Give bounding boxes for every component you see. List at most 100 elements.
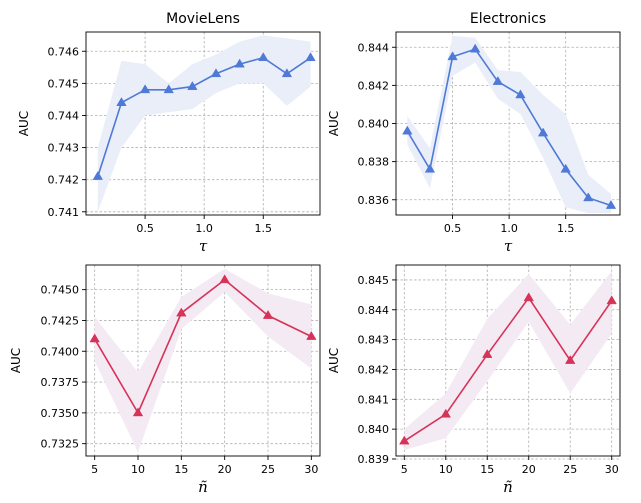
x-tick-label: 20 — [522, 463, 536, 476]
y-axis-label: AUC — [327, 111, 341, 136]
data-point — [281, 68, 293, 78]
data-point — [163, 84, 174, 94]
data-point — [537, 127, 549, 137]
data-point — [492, 76, 504, 85]
data-point — [116, 97, 127, 106]
x-axis-label: ñ — [503, 478, 513, 496]
y-axis-label: AUC — [17, 111, 31, 136]
data-point — [523, 292, 534, 302]
y-tick-label: 0.746 — [48, 45, 80, 58]
data-point — [92, 170, 104, 180]
data-point — [447, 51, 458, 61]
panel-1: 0.741 0.742 0.743 0.744 0.745 0.746 0.5 1.0 1.5 A… — [17, 11, 321, 255]
y-tick-label: 0.744 — [48, 109, 80, 122]
y-tick-label: 0.7350 — [41, 407, 80, 420]
data-point — [565, 355, 576, 364]
panel-title: Electronics — [470, 11, 546, 27]
data-point — [482, 349, 493, 358]
y-tick-label: 0.741 — [48, 206, 80, 219]
data-point — [187, 81, 198, 90]
data-point — [606, 295, 617, 305]
x-tick-label: 20 — [218, 463, 232, 476]
x-tick-label: 1.0 — [500, 222, 518, 235]
data-point — [605, 199, 617, 209]
axes-frame — [85, 31, 321, 216]
data-point — [210, 68, 222, 78]
data-point — [258, 52, 269, 62]
data-point — [402, 125, 413, 135]
data-point — [399, 435, 410, 445]
y-tick-label: 0.842 — [358, 79, 390, 92]
confidence-band — [404, 270, 612, 451]
x-tick-label: 1.5 — [557, 222, 575, 235]
series-line — [93, 278, 312, 415]
x-tick-label: 25 — [261, 463, 275, 476]
x-tick-label: 30 — [605, 463, 619, 476]
x-axis-label: τ — [199, 237, 208, 255]
panel-3: 0.7325 0.7350 0.7375 0.7400 0.7425 0.7450 5 10 1… — [9, 264, 321, 496]
y-tick-label: 0.843 — [358, 334, 390, 347]
x-axis-label: ñ — [198, 478, 208, 496]
y-tick-label: 0.7400 — [41, 345, 80, 358]
y-tick-label: 0.743 — [48, 142, 80, 155]
x-tick-label: 5 — [401, 463, 408, 476]
panel-title: MovieLens — [166, 11, 240, 27]
data-point — [424, 163, 436, 173]
y-axis-label: AUC — [327, 348, 341, 373]
panel-4: 0.839 0.840 0.841 0.842 0.843 0.844 0.845 5 10 15… — [327, 264, 621, 496]
y-tick-label: 0.844 — [358, 304, 390, 317]
data-point — [583, 192, 594, 202]
x-tick-label: 15 — [480, 463, 494, 476]
x-tick-label: 5 — [91, 463, 98, 476]
data-point — [515, 89, 526, 99]
y-tick-label: 0.842 — [358, 363, 390, 376]
y-tick-label: 0.7375 — [41, 376, 80, 389]
data-point — [234, 58, 245, 68]
y-tick-label: 0.838 — [358, 156, 390, 169]
y-axis-label: AUC — [9, 348, 23, 373]
y-tick-label: 0.840 — [358, 423, 390, 436]
x-tick-label: 10 — [131, 463, 145, 476]
confidence-band — [407, 35, 611, 214]
x-axis-label: τ — [504, 237, 513, 255]
data-point — [305, 52, 316, 62]
y-tick-label: 0.745 — [48, 77, 80, 90]
series-line — [403, 296, 613, 442]
data-point — [440, 408, 451, 418]
axes-frame — [395, 264, 621, 457]
data-point — [560, 163, 571, 173]
series-line — [97, 56, 311, 177]
y-tick-label: 0.836 — [358, 194, 390, 207]
y-tick-label: 0.844 — [358, 41, 390, 54]
x-tick-label: 25 — [563, 463, 577, 476]
axes-frame — [85, 264, 321, 457]
y-tick-label: 0.7325 — [41, 438, 80, 451]
series-line — [406, 48, 612, 207]
data-point — [262, 310, 274, 319]
data-point — [132, 407, 144, 417]
y-tick-label: 0.7425 — [41, 314, 80, 327]
x-tick-label: 15 — [174, 463, 188, 476]
data-point — [176, 307, 187, 317]
y-tick-label: 0.742 — [48, 174, 80, 187]
y-tick-label: 0.840 — [358, 118, 390, 131]
y-tick-label: 0.841 — [358, 393, 390, 406]
x-tick-label: 1.0 — [195, 222, 213, 235]
data-point — [470, 43, 481, 53]
confidence-band — [94, 268, 312, 453]
x-tick-label: 0.5 — [136, 222, 154, 235]
panel-2: 0.836 0.838 0.840 0.842 0.844 0.5 1.0 1.5 AUC τ El… — [327, 11, 621, 255]
x-tick-label: 0.5 — [444, 222, 462, 235]
y-tick-label: 0.839 — [358, 453, 390, 466]
y-tick-label: 0.7450 — [41, 284, 80, 297]
data-point — [139, 84, 151, 94]
data-point — [306, 330, 317, 340]
confidence-band — [97, 35, 311, 212]
data-point — [219, 274, 230, 284]
x-tick-label: 1.5 — [255, 222, 273, 235]
x-tick-label: 30 — [304, 463, 318, 476]
y-tick-label: 0.845 — [358, 274, 390, 287]
data-point — [89, 333, 100, 343]
